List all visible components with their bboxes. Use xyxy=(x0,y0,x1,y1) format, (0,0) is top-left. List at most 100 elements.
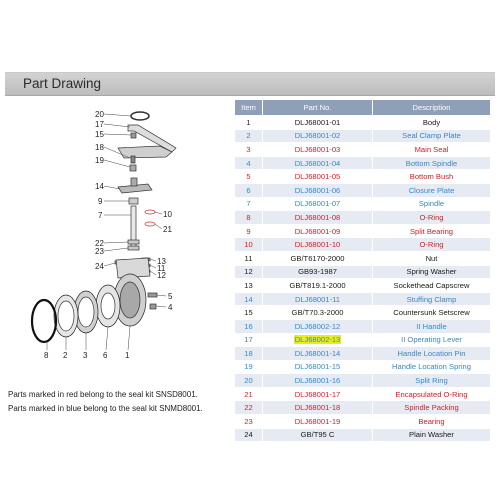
description-cell: Split Bearing xyxy=(372,223,491,239)
part-number-cell: DLJ68001-14 xyxy=(262,346,373,361)
item-cell: 10 xyxy=(234,237,263,252)
o-ring-drawing xyxy=(30,298,58,344)
callout-6: 6 xyxy=(103,351,108,360)
item-cell: 11 xyxy=(234,250,263,266)
item-cell: 22 xyxy=(234,400,263,416)
callout-17: 17 xyxy=(95,120,104,129)
item-cell: 15 xyxy=(234,305,263,320)
callout-19: 19 xyxy=(95,156,104,165)
item-cell: 12 xyxy=(234,264,263,280)
item-cell: 3 xyxy=(234,142,263,157)
description-cell: II Handle xyxy=(372,318,491,334)
part-number-cell: DLJ68001-05 xyxy=(262,169,373,184)
description-cell: Bottom Bush xyxy=(372,169,491,184)
table-row: 10 DLJ68001-10 O-Ring xyxy=(234,237,491,252)
part-number-cell: DLJ68001-04 xyxy=(262,155,373,171)
table-row: 12 GB93-1987 Spring Washer xyxy=(234,264,491,280)
item-cell: 14 xyxy=(234,291,263,307)
item-cell: 24 xyxy=(234,427,263,443)
item-cell: 9 xyxy=(234,223,263,239)
parts-table: Item Part No. Description 1 DLJ68001-01 Bo… xyxy=(234,99,491,443)
callout-14: 14 xyxy=(95,182,104,191)
highlighted-part-number: DLJ68002-13 xyxy=(293,335,342,345)
item-cell: 19 xyxy=(234,359,263,375)
table-row: 4 DLJ68001-04 Bottom Spindle xyxy=(234,155,491,171)
item-cell: 4 xyxy=(234,155,263,171)
setscrew-drawing xyxy=(130,132,137,139)
table-row: 13 GB/T819.1-2000 Sockethead Capscrew xyxy=(234,278,491,293)
callout-3: 3 xyxy=(83,351,88,360)
item-cell: 18 xyxy=(234,346,263,361)
description-cell: O-Ring xyxy=(372,237,491,252)
part-number-cell: DLJ68001-18 xyxy=(262,400,373,416)
description-cell: Plain Washer xyxy=(372,427,491,443)
part-number-cell: DLJ68001-17 xyxy=(262,386,373,402)
callout-10: 10 xyxy=(163,210,172,219)
parts-table-header: Item Part No. Description xyxy=(234,99,491,116)
part-number-cell: DLJ68001-16 xyxy=(262,373,373,388)
part-drawing: 20 17 15 18 19 14 9 7 22 23 24 10 21 13 … xyxy=(30,110,177,360)
description-cell: Encapsulated O-Ring xyxy=(372,386,491,402)
description-cell: Main Seal xyxy=(372,142,491,157)
part-number-cell: DLJ68001-02 xyxy=(262,128,373,144)
table-row: 8 DLJ68001-08 O-Ring xyxy=(234,210,491,225)
description-cell: Nut xyxy=(372,250,491,266)
section-title: Part Drawing xyxy=(23,76,102,91)
table-row: 5 DLJ68001-05 Bottom Bush xyxy=(234,169,491,184)
part-number-cell: DLJ68001-03 xyxy=(262,142,373,157)
table-row: 7 DLJ68001-07 Spindle xyxy=(234,196,491,212)
item-cell: 20 xyxy=(234,373,263,388)
item-cell: 8 xyxy=(234,210,263,225)
description-cell: Closure Plate xyxy=(372,182,491,198)
callout-15: 15 xyxy=(95,130,104,139)
callout-21: 21 xyxy=(163,225,172,234)
table-row: 21 DLJ68001-17 Encapsulated O-Ring xyxy=(234,386,491,402)
part-number-cell: GB93-1987 xyxy=(262,264,373,280)
item-cell: 16 xyxy=(234,318,263,334)
column-header-description: Description xyxy=(372,99,491,116)
callout-20: 20 xyxy=(95,110,104,119)
description-cell: II Operating Lever xyxy=(372,332,491,348)
callout-7: 7 xyxy=(98,211,103,220)
table-row: 22 DLJ68001-18 Spindle Packing xyxy=(234,400,491,416)
callout-5: 5 xyxy=(168,292,173,301)
table-row: 14 DLJ68001-11 Stuffing Clamp xyxy=(234,291,491,307)
valve-body-drawing xyxy=(115,257,151,279)
callout-12: 12 xyxy=(157,271,166,280)
part-number-cell: GB/T819.1-2000 xyxy=(262,278,373,293)
stuffing-clamp-drawing xyxy=(117,183,153,194)
part-number-cell: DLJ68001-11 xyxy=(262,291,373,307)
seal-kit-notes: Parts marked in red belong to the seal k… xyxy=(8,388,203,416)
table-row: 16 DLJ68002-12 II Handle xyxy=(234,318,491,334)
split-bearing-drawing xyxy=(128,197,139,205)
description-cell: O-Ring xyxy=(372,210,491,225)
part-number-cell: DLJ68002-13 xyxy=(262,332,373,348)
callout-11: 11 xyxy=(157,264,166,273)
description-cell: Bearing xyxy=(372,414,491,429)
item-cell: 13 xyxy=(234,278,263,293)
callout-9: 9 xyxy=(98,197,103,206)
description-cell: Split Ring xyxy=(372,373,491,388)
description-cell: Spindle Packing xyxy=(372,400,491,416)
column-header-item: Item xyxy=(234,99,263,116)
table-row: 3 DLJ68001-03 Main Seal xyxy=(234,142,491,157)
callout-1: 1 xyxy=(125,351,130,360)
description-cell: Bottom Spindle xyxy=(372,155,491,171)
table-row: 23 DLJ68001-19 Bearing xyxy=(234,414,491,429)
part-number-cell: DLJ68001-01 xyxy=(262,115,373,130)
callout-4: 4 xyxy=(168,303,173,312)
item-cell: 23 xyxy=(234,414,263,429)
part-number-cell: DLJ68001-07 xyxy=(262,196,373,212)
part-number-cell: GB/T6170-2000 xyxy=(262,250,373,266)
location-pin-drawing xyxy=(130,155,136,164)
red-seal-kit-note: Parts marked in red belong to the seal k… xyxy=(8,390,198,399)
table-row: 19 DLJ68001-15 Handle Location Spring xyxy=(234,359,491,375)
table-row: 6 DLJ68001-06 Closure Plate xyxy=(234,182,491,198)
blue-seal-kit-note: Parts marked in blue belong to the seal … xyxy=(8,404,203,413)
part-number-cell: DLJ68001-09 xyxy=(262,223,373,239)
table-row: 24 GB/T95 C Plain Washer xyxy=(234,427,491,443)
part-number-cell: DLJ68001-08 xyxy=(262,210,373,225)
table-row: 17 DLJ68002-13 II Operating Lever xyxy=(234,332,491,348)
table-row: 1 DLJ68001-01 Body xyxy=(234,115,491,130)
callout-8: 8 xyxy=(44,351,49,360)
